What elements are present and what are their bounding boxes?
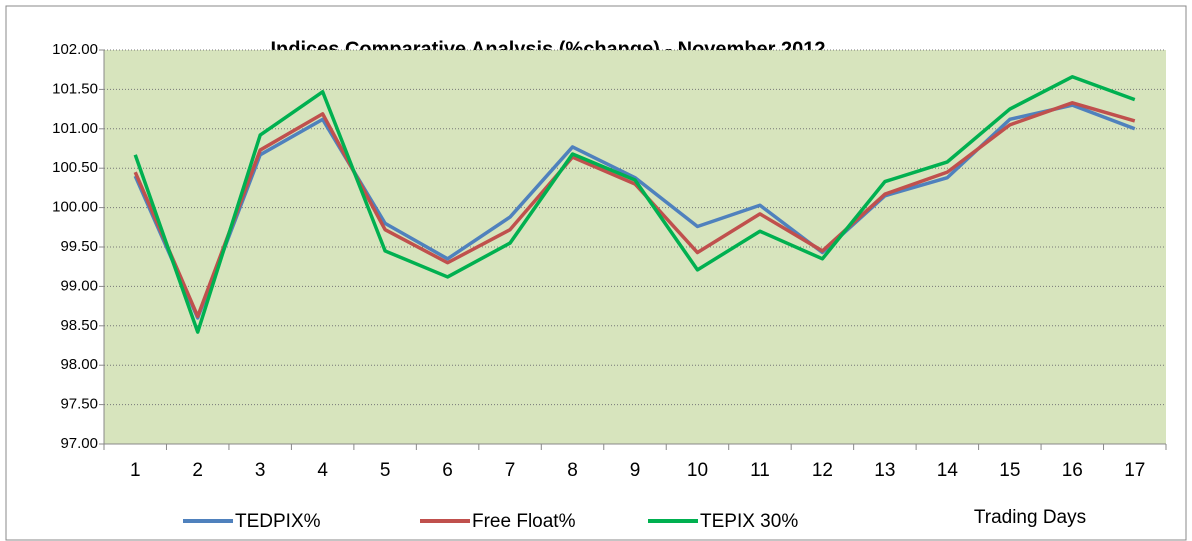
x-axis-label: Trading Days bbox=[974, 507, 1086, 528]
series-line bbox=[133, 75, 1136, 334]
y-tick-label: 100.50 bbox=[52, 159, 98, 176]
x-tick-label: 13 bbox=[874, 460, 895, 481]
x-tick-label: 11 bbox=[750, 460, 770, 481]
x-tick-label: 5 bbox=[380, 460, 391, 481]
y-tick-label: 99.50 bbox=[60, 238, 98, 255]
x-tick-label: 15 bbox=[999, 460, 1020, 481]
x-tick-label: 12 bbox=[812, 460, 833, 481]
legend-label: TEPIX 30% bbox=[700, 511, 798, 532]
x-tick-label: 9 bbox=[630, 460, 641, 481]
y-tick-label: 98.00 bbox=[60, 356, 98, 373]
x-tick-label: 1 bbox=[130, 460, 141, 481]
y-tick-label: 102.00 bbox=[52, 41, 98, 58]
x-tick-label: 14 bbox=[937, 460, 959, 481]
x-tick-label: 10 bbox=[687, 460, 708, 481]
y-tick-label: 97.00 bbox=[60, 435, 98, 452]
x-tick-label: 3 bbox=[255, 460, 266, 481]
y-tick-label: 98.50 bbox=[60, 317, 98, 334]
legend-label: Free Float% bbox=[472, 511, 576, 532]
y-tick-label: 97.50 bbox=[60, 396, 98, 413]
x-tick-label: 8 bbox=[567, 460, 578, 481]
x-tick-label: 17 bbox=[1124, 460, 1145, 481]
x-tick-label: 7 bbox=[505, 460, 516, 481]
series-line bbox=[133, 101, 1136, 319]
y-tick-label: 101.00 bbox=[52, 120, 98, 137]
x-tick-label: 16 bbox=[1062, 460, 1083, 481]
x-tick-label: 4 bbox=[317, 460, 328, 481]
legend-label: TEDPIX% bbox=[235, 511, 321, 532]
y-tick-label: 100.00 bbox=[52, 199, 98, 216]
y-tick-label: 99.00 bbox=[60, 277, 98, 294]
x-tick-label: 2 bbox=[192, 460, 203, 481]
x-tick-label: 6 bbox=[442, 460, 453, 481]
y-tick-label: 101.50 bbox=[52, 80, 98, 97]
